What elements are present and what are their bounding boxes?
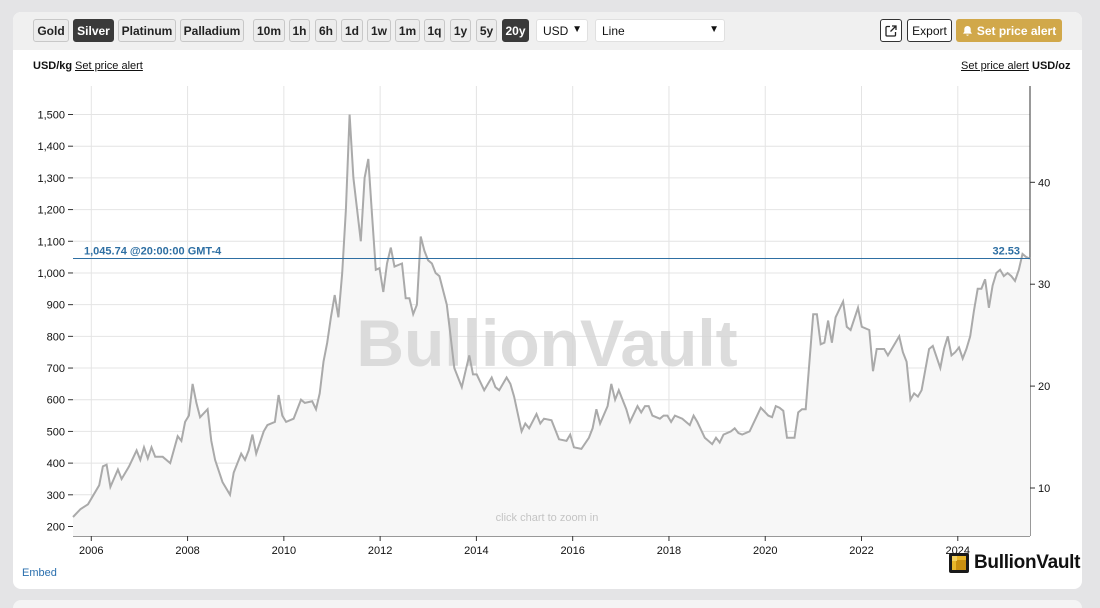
external-link-icon <box>885 24 897 37</box>
current-price-label-kg: 1,045.74 @20:00:00 GMT-4 <box>84 245 222 257</box>
x-tick-label: 2022 <box>849 545 873 557</box>
brand-name: BullionVault <box>974 552 1081 573</box>
range-1w-button[interactable]: 1w <box>367 19 391 42</box>
chevron-down-icon: ▼ <box>709 24 719 35</box>
right-unit-label: USD/oz <box>1032 60 1071 72</box>
left-tick-label: 1,500 <box>37 110 65 122</box>
embed-link[interactable]: Embed <box>22 567 57 579</box>
left-axis: 200 300 400 500 600 700 800 900 1,000 1,100 1,200 1… <box>37 110 73 534</box>
left-tick-label: 800 <box>47 331 65 343</box>
right-tick-label: 40 <box>1038 177 1050 189</box>
right-tick-label: 10 <box>1038 483 1050 495</box>
left-tick-label: 300 <box>47 490 65 502</box>
left-unit-label: USD/kg <box>33 60 73 72</box>
range-1q-button[interactable]: 1q <box>424 19 445 42</box>
right-set-price-alert-link[interactable]: Set price alert <box>961 60 1029 72</box>
metal-silver-button[interactable]: Silver <box>73 19 114 42</box>
bell-icon <box>962 25 972 36</box>
price-chart[interactable]: BullionVault 1,045.74 @20:00:00 GMT-4 32… <box>13 74 1082 564</box>
x-tick-label: 2016 <box>560 545 584 557</box>
left-tick-label: 900 <box>47 300 65 312</box>
next-card <box>13 600 1082 608</box>
brand-logo: BullionVault <box>948 552 1080 574</box>
left-tick-label: 500 <box>47 426 65 438</box>
current-price-label-oz: 32.53 <box>992 245 1020 257</box>
right-axis: 10 20 30 40 <box>1030 177 1050 495</box>
x-tick-label: 2008 <box>175 545 199 557</box>
price-area <box>73 114 1030 536</box>
open-external-button[interactable] <box>880 19 902 42</box>
chart-style-value: Line <box>602 23 625 38</box>
export-button[interactable]: Export <box>907 19 952 42</box>
left-tick-label: 1,400 <box>37 141 65 153</box>
range-20y-button[interactable]: 20y <box>502 19 529 42</box>
bullionvault-logo-icon <box>949 553 969 573</box>
price-line <box>72 114 1031 518</box>
chart-card: Gold Silver Platinum Palladium 10m 1h 6h… <box>13 12 1082 589</box>
range-1y-button[interactable]: 1y <box>450 19 471 42</box>
x-tick-label: 2012 <box>368 545 392 557</box>
range-1m-button[interactable]: 1m <box>395 19 420 42</box>
x-tick-label: 2006 <box>79 545 103 557</box>
zoom-hint: click chart to zoom in <box>496 512 599 524</box>
range-1d-button[interactable]: 1d <box>341 19 363 42</box>
x-tick-label: 2020 <box>753 545 777 557</box>
left-set-price-alert-link[interactable]: Set price alert <box>75 60 143 72</box>
chart-watermark: BullionVault <box>356 306 737 380</box>
range-6h-button[interactable]: 6h <box>315 19 337 42</box>
metal-palladium-button[interactable]: Palladium <box>180 19 244 42</box>
left-tick-label: 600 <box>47 395 65 407</box>
metal-gold-button[interactable]: Gold <box>33 19 69 42</box>
x-tick-label: 2014 <box>464 545 488 557</box>
left-tick-label: 400 <box>47 458 65 470</box>
left-tick-label: 700 <box>47 363 65 375</box>
range-5y-button[interactable]: 5y <box>476 19 497 42</box>
currency-value: USD <box>543 23 569 38</box>
left-tick-label: 1,100 <box>37 236 65 248</box>
range-1h-button[interactable]: 1h <box>289 19 310 42</box>
set-price-alert-button[interactable]: Set price alert <box>956 19 1062 42</box>
left-tick-label: 1,200 <box>37 205 65 217</box>
left-tick-label: 1,300 <box>37 173 65 185</box>
x-tick-label: 2010 <box>272 545 296 557</box>
currency-select[interactable]: USD ▼ <box>536 19 588 42</box>
metal-platinum-button[interactable]: Platinum <box>118 19 176 42</box>
range-10m-button[interactable]: 10m <box>253 19 285 42</box>
left-tick-label: 1,000 <box>37 268 65 280</box>
chart-toolbar: Gold Silver Platinum Palladium 10m 1h 6h… <box>13 12 1082 50</box>
right-tick-label: 30 <box>1038 279 1050 291</box>
x-axis: 2006 2008 2010 2012 2014 2016 2018 2020 2022 2024 <box>79 536 970 557</box>
set-price-alert-label: Set price alert <box>976 23 1057 38</box>
right-tick-label: 20 <box>1038 381 1050 393</box>
chevron-down-icon: ▼ <box>572 24 582 35</box>
left-tick-label: 200 <box>47 522 65 534</box>
chart-style-select[interactable]: Line ▼ <box>595 19 725 42</box>
x-tick-label: 2018 <box>657 545 681 557</box>
